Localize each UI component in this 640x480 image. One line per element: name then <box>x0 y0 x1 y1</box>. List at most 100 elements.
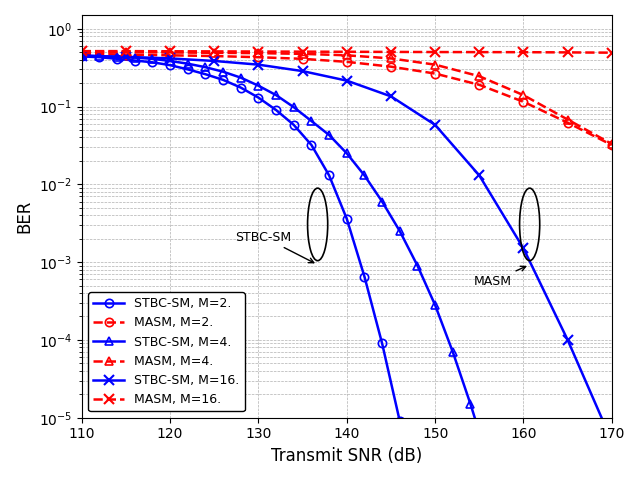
MASM, M=2. <box>608 142 616 148</box>
Line: MASM, M=4.: MASM, M=4. <box>77 48 616 148</box>
STBC-SM, M=2. <box>166 62 174 68</box>
Line: MASM, M=2.: MASM, M=2. <box>77 50 616 149</box>
MASM, M=2. <box>520 99 527 105</box>
STBC-SM, M=16. <box>166 56 174 61</box>
STBC-SM, M=4. <box>184 61 191 67</box>
STBC-SM, M=2. <box>78 54 86 60</box>
STBC-SM, M=16. <box>387 94 395 99</box>
MASM, M=2. <box>343 59 351 65</box>
STBC-SM, M=2. <box>202 72 209 77</box>
STBC-SM, M=2. <box>220 77 227 83</box>
STBC-SM, M=16. <box>476 173 483 179</box>
STBC-SM, M=2. <box>343 216 351 222</box>
STBC-SM, M=16. <box>431 122 439 128</box>
STBC-SM, M=2. <box>255 95 262 100</box>
STBC-SM, M=16. <box>564 337 572 343</box>
STBC-SM, M=2. <box>131 58 139 63</box>
Text: MASM: MASM <box>474 266 525 288</box>
MASM, M=16. <box>343 49 351 55</box>
STBC-SM, M=4. <box>202 64 209 70</box>
STBC-SM, M=4. <box>166 58 174 64</box>
STBC-SM, M=4. <box>78 52 86 58</box>
STBC-SM, M=16. <box>211 58 218 64</box>
MASM, M=2. <box>166 52 174 58</box>
STBC-SM, M=16. <box>299 68 307 74</box>
STBC-SM, M=2. <box>308 142 316 148</box>
STBC-SM, M=4. <box>325 132 333 138</box>
MASM, M=4. <box>387 56 395 61</box>
STBC-SM, M=4. <box>148 56 156 62</box>
MASM, M=4. <box>166 49 174 55</box>
MASM, M=16. <box>211 48 218 54</box>
Line: STBC-SM, M=4.: STBC-SM, M=4. <box>77 51 616 480</box>
MASM, M=4. <box>299 51 307 57</box>
STBC-SM, M=4. <box>484 458 492 464</box>
MASM, M=16. <box>255 48 262 54</box>
MASM, M=2. <box>211 53 218 59</box>
MASM, M=16. <box>78 48 86 54</box>
MASM, M=16. <box>166 48 174 54</box>
MASM, M=16. <box>431 49 439 55</box>
MASM, M=4. <box>431 62 439 68</box>
STBC-SM, M=4. <box>308 118 316 124</box>
STBC-SM, M=4. <box>396 228 404 234</box>
MASM, M=16. <box>387 49 395 55</box>
STBC-SM, M=16. <box>122 54 130 60</box>
MASM, M=4. <box>255 50 262 56</box>
MASM, M=16. <box>608 50 616 56</box>
STBC-SM, M=16. <box>608 438 616 444</box>
MASM, M=2. <box>476 82 483 88</box>
MASM, M=4. <box>343 52 351 58</box>
MASM, M=4. <box>78 49 86 55</box>
STBC-SM, M=2. <box>113 56 121 62</box>
STBC-SM, M=4. <box>237 75 244 81</box>
MASM, M=4. <box>211 50 218 56</box>
MASM, M=16. <box>564 49 572 55</box>
MASM, M=2. <box>431 71 439 76</box>
Y-axis label: BER: BER <box>15 200 33 233</box>
MASM, M=4. <box>608 141 616 147</box>
MASM, M=4. <box>476 73 483 79</box>
MASM, M=2. <box>78 51 86 57</box>
MASM, M=16. <box>299 49 307 55</box>
STBC-SM, M=4. <box>131 55 139 60</box>
STBC-SM, M=2. <box>184 67 191 72</box>
MASM, M=2. <box>564 120 572 126</box>
STBC-SM, M=4. <box>113 54 121 60</box>
STBC-SM, M=16. <box>78 53 86 59</box>
STBC-SM, M=4. <box>449 349 457 355</box>
STBC-SM, M=2. <box>325 173 333 179</box>
MASM, M=4. <box>564 117 572 122</box>
STBC-SM, M=4. <box>378 199 386 204</box>
STBC-SM, M=4. <box>467 401 474 407</box>
STBC-SM, M=2. <box>378 341 386 347</box>
MASM, M=16. <box>520 49 527 55</box>
STBC-SM, M=2. <box>237 84 244 90</box>
STBC-SM, M=4. <box>431 302 439 308</box>
Line: STBC-SM, M=16.: STBC-SM, M=16. <box>77 51 617 446</box>
MASM, M=16. <box>122 48 130 54</box>
Legend: STBC-SM, M=2., MASM, M=2., STBC-SM, M=4., MASM, M=4., STBC-SM, M=16., MASM, M=16: STBC-SM, M=2., MASM, M=2., STBC-SM, M=4.… <box>88 292 244 411</box>
STBC-SM, M=2. <box>360 274 368 279</box>
MASM, M=16. <box>476 49 483 55</box>
STBC-SM, M=4. <box>360 173 368 179</box>
STBC-SM, M=4. <box>413 263 421 268</box>
STBC-SM, M=4. <box>343 150 351 156</box>
STBC-SM, M=16. <box>255 62 262 68</box>
STBC-SM, M=4. <box>290 104 298 110</box>
STBC-SM, M=2. <box>290 122 298 128</box>
STBC-SM, M=4. <box>255 83 262 89</box>
MASM, M=4. <box>122 49 130 55</box>
Line: MASM, M=16.: MASM, M=16. <box>77 46 617 58</box>
MASM, M=2. <box>255 54 262 60</box>
X-axis label: Transmit SNR (dB): Transmit SNR (dB) <box>271 447 422 465</box>
MASM, M=2. <box>122 52 130 58</box>
STBC-SM, M=2. <box>396 419 404 424</box>
STBC-SM, M=16. <box>520 246 527 252</box>
STBC-SM, M=16. <box>343 78 351 84</box>
Line: STBC-SM, M=2.: STBC-SM, M=2. <box>77 52 439 480</box>
Text: STBC-SM: STBC-SM <box>236 230 314 263</box>
STBC-SM, M=2. <box>95 54 103 60</box>
STBC-SM, M=4. <box>272 92 280 98</box>
STBC-SM, M=2. <box>148 60 156 65</box>
